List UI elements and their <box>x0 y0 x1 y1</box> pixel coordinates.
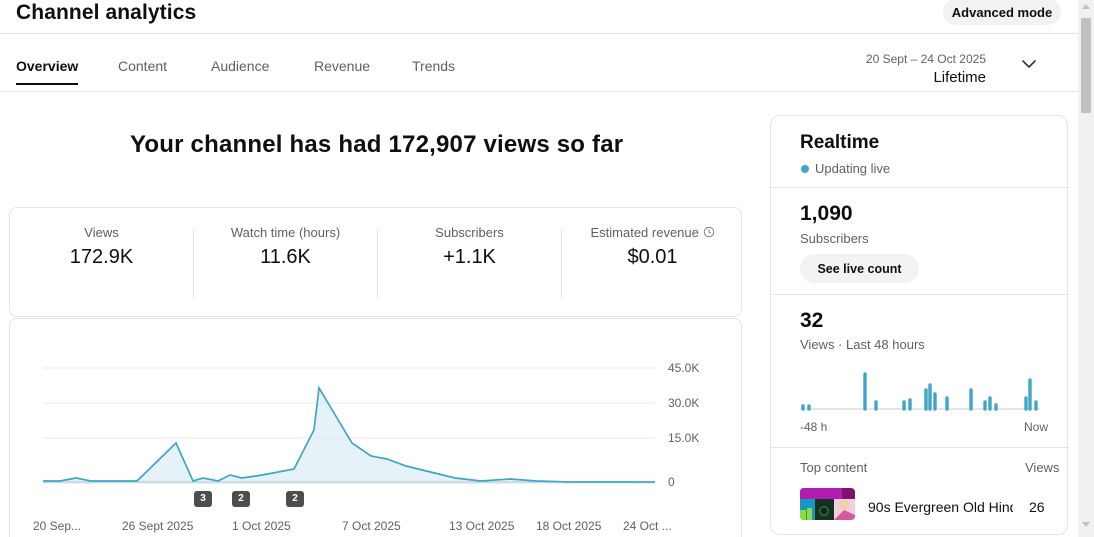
svg-text:15.0K: 15.0K <box>668 431 699 445</box>
svg-text:45.0K: 45.0K <box>668 361 699 375</box>
svg-text:30.0K: 30.0K <box>668 396 699 410</box>
svg-text:0: 0 <box>668 475 675 489</box>
